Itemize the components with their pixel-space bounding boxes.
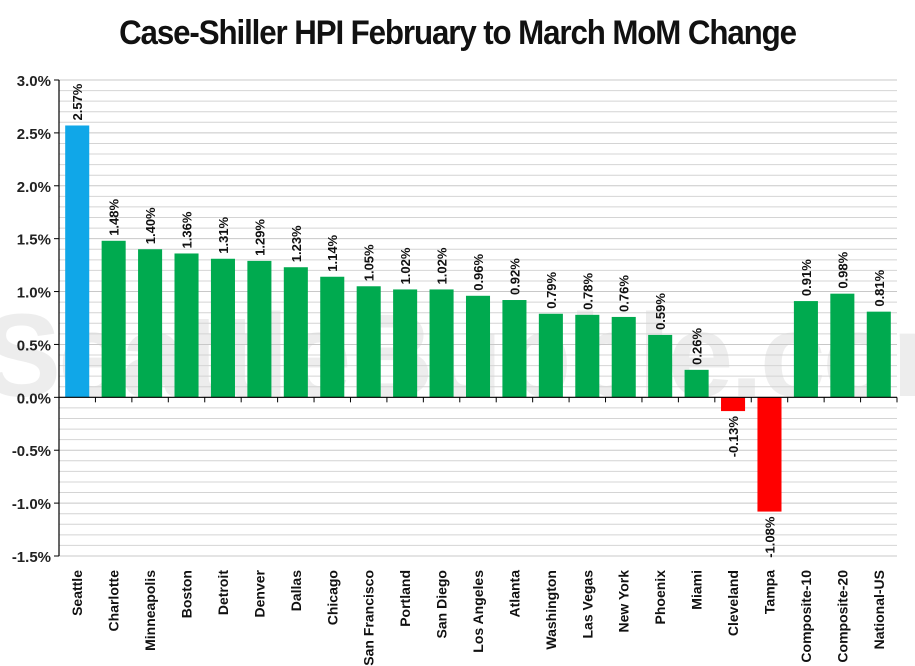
x-tick-label: Chicago (324, 570, 340, 625)
bar (830, 293, 855, 398)
bar (721, 397, 746, 412)
bar (174, 253, 199, 398)
data-labels: 2.57% 1.48% 1.40% 1.36% 1.31% 1.29% 1.23% 1.14%… (70, 83, 887, 558)
bar-value-label: 1.23% (289, 225, 304, 262)
x-tick-label: New York (616, 570, 632, 633)
x-tick-label: Phoenix (652, 570, 668, 625)
bar-value-label: 0.79% (544, 271, 559, 308)
y-tick-label: -1.5% (12, 549, 51, 566)
bar-value-label: 1.02% (398, 247, 413, 284)
bar (611, 316, 636, 398)
x-tick-label: San Diego (434, 570, 450, 638)
x-tick-label: Miami (689, 570, 705, 610)
bar-value-label: 0.26% (690, 328, 705, 365)
x-tick-label: National-US (871, 570, 887, 649)
x-tick-label: Cleveland (725, 570, 741, 636)
bar-value-label: 2.57% (70, 83, 85, 120)
bar (210, 258, 235, 398)
x-tick-label: Detroit (215, 570, 231, 615)
bar-value-label: 0.59% (653, 293, 668, 330)
x-tick-label: Charlotte (106, 570, 122, 632)
bar-value-label: 1.05% (362, 244, 377, 281)
x-tick-label: Portland (397, 570, 413, 627)
x-tick-label: Dallas (288, 570, 304, 611)
x-tick-label: Seattle (69, 570, 85, 616)
y-tick-label: -0.5% (12, 443, 51, 460)
bar (866, 311, 891, 398)
bar (502, 300, 527, 398)
x-tick-label: Los Angeles (470, 570, 486, 653)
bar-value-label: 1.02% (435, 247, 450, 284)
bar (538, 313, 563, 398)
x-tick-label: Minneapolis (142, 570, 158, 651)
bar-value-label: 0.96% (471, 253, 486, 290)
y-tick-label: -1.0% (12, 496, 51, 513)
bar-value-label: 0.91% (799, 259, 814, 296)
x-tick-label: Denver (251, 569, 267, 617)
y-tick-label: 3.0% (17, 73, 51, 90)
x-tick-label: Washington (543, 570, 559, 650)
bar-value-label: 0.81% (872, 269, 887, 306)
axes: 3.0% 2.5% 2.0% 1.5% 1.0% 0.5% 0.0% -0.5% -1.0% -1… (12, 73, 898, 666)
y-tick-label: 1.0% (17, 285, 51, 302)
bar (575, 314, 600, 398)
x-tick-label: Las Vegas (579, 570, 595, 639)
x-tick-label: Composite-20 (834, 570, 850, 663)
bar-value-label: 1.29% (252, 219, 267, 256)
x-tick-label: Boston (179, 570, 195, 618)
bar-value-label: -0.13% (726, 416, 741, 458)
bar (283, 267, 308, 398)
y-tick-label: 0.5% (17, 337, 51, 354)
x-tick-label: Atlanta (506, 570, 522, 618)
bar (429, 289, 454, 398)
bar-value-label: 1.48% (107, 198, 122, 235)
bar (101, 240, 126, 398)
bar (793, 301, 818, 398)
bar (465, 295, 491, 398)
bar (356, 286, 381, 398)
bar (684, 369, 709, 398)
bar-value-label: 1.31% (216, 216, 231, 253)
bar-value-label: 0.92% (507, 258, 522, 295)
bar-value-label: 0.78% (580, 273, 595, 310)
y-tick-label: 1.5% (17, 232, 51, 249)
bar-value-label: 0.76% (617, 275, 632, 312)
chart-title: Case-Shiller HPI February to March MoM C… (119, 14, 797, 52)
bar (247, 260, 272, 398)
y-tick-label: 2.5% (17, 126, 51, 143)
bar-value-label: 0.98% (835, 251, 850, 288)
bar (393, 289, 418, 398)
bars (65, 125, 891, 512)
y-tick-label: 0.0% (17, 390, 51, 407)
x-tick-label: San Francisco (361, 570, 377, 666)
x-tick-label: Tampa (761, 570, 777, 614)
y-tick-label: 2.0% (17, 179, 51, 196)
bar-value-label: -1.08% (762, 516, 777, 558)
bar-value-label: 1.40% (143, 207, 158, 244)
bar (138, 249, 163, 398)
bar (648, 334, 673, 398)
x-tick-label: Composite-10 (798, 570, 814, 663)
bar (65, 125, 90, 398)
bar-value-label: 1.14% (325, 234, 340, 271)
bar (757, 397, 782, 512)
bar (320, 276, 345, 398)
bar-value-label: 1.36% (180, 211, 195, 248)
